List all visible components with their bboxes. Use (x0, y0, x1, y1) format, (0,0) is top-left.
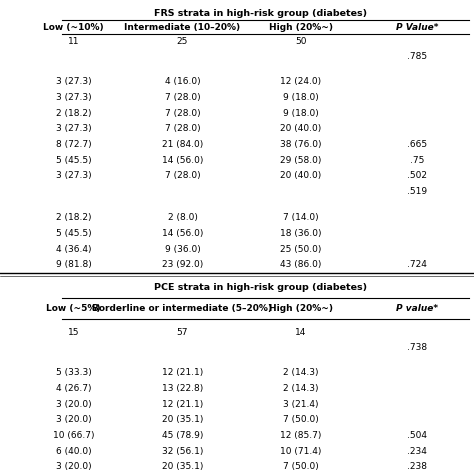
Text: 43 (86.0): 43 (86.0) (280, 260, 322, 269)
Text: 9 (18.0): 9 (18.0) (283, 93, 319, 102)
Text: Intermediate (10–20%): Intermediate (10–20%) (125, 23, 240, 31)
Text: .738: .738 (407, 344, 427, 353)
Text: 12 (21.1): 12 (21.1) (162, 400, 203, 409)
Text: 6 (40.0): 6 (40.0) (55, 447, 91, 456)
Text: 2 (14.3): 2 (14.3) (283, 384, 319, 393)
Text: 2 (14.3): 2 (14.3) (283, 368, 319, 377)
Text: 7 (28.0): 7 (28.0) (164, 93, 201, 102)
Text: 14 (56.0): 14 (56.0) (162, 155, 203, 164)
Text: 15: 15 (68, 328, 79, 337)
Text: 38 (76.0): 38 (76.0) (280, 140, 322, 149)
Text: High (20%~): High (20%~) (269, 304, 333, 313)
Text: 3 (20.0): 3 (20.0) (55, 400, 91, 409)
Text: 20 (40.0): 20 (40.0) (280, 171, 322, 180)
Text: 12 (24.0): 12 (24.0) (281, 77, 321, 86)
Text: 57: 57 (177, 328, 188, 337)
Text: 20 (40.0): 20 (40.0) (280, 124, 322, 133)
Text: PCE strata in high-risk group (diabetes): PCE strata in high-risk group (diabetes) (154, 283, 367, 292)
Text: .785: .785 (407, 53, 427, 61)
Text: 23 (92.0): 23 (92.0) (162, 260, 203, 269)
Text: 25: 25 (177, 37, 188, 46)
Text: .502: .502 (407, 171, 427, 180)
Text: 21 (84.0): 21 (84.0) (162, 140, 203, 149)
Text: 7 (14.0): 7 (14.0) (283, 213, 319, 222)
Text: 45 (78.9): 45 (78.9) (162, 431, 203, 440)
Text: .724: .724 (407, 260, 427, 269)
Text: 5 (33.3): 5 (33.3) (55, 368, 91, 377)
Text: 12 (21.1): 12 (21.1) (162, 368, 203, 377)
Text: P value*: P value* (396, 304, 438, 313)
Text: 7 (28.0): 7 (28.0) (164, 171, 201, 180)
Text: 3 (27.3): 3 (27.3) (55, 77, 91, 86)
Text: 7 (28.0): 7 (28.0) (164, 124, 201, 133)
Text: 29 (58.0): 29 (58.0) (280, 155, 322, 164)
Text: 9 (81.8): 9 (81.8) (55, 260, 91, 269)
Text: 18 (36.0): 18 (36.0) (280, 229, 322, 238)
Text: 9 (18.0): 9 (18.0) (283, 109, 319, 118)
Text: 10 (71.4): 10 (71.4) (280, 447, 322, 456)
Text: P Value*: P Value* (396, 23, 438, 31)
Text: 4 (26.7): 4 (26.7) (56, 384, 91, 393)
Text: 32 (56.1): 32 (56.1) (162, 447, 203, 456)
Text: 20 (35.1): 20 (35.1) (162, 415, 203, 424)
Text: 50: 50 (295, 37, 307, 46)
Text: FRS strata in high-risk group (diabetes): FRS strata in high-risk group (diabetes) (154, 9, 367, 18)
Text: 14 (56.0): 14 (56.0) (162, 229, 203, 238)
Text: .234: .234 (407, 447, 427, 456)
Text: 13 (22.8): 13 (22.8) (162, 384, 203, 393)
Text: 5 (45.5): 5 (45.5) (55, 155, 91, 164)
Text: 20 (35.1): 20 (35.1) (162, 462, 203, 471)
Text: 5 (45.5): 5 (45.5) (55, 229, 91, 238)
Text: .238: .238 (407, 462, 427, 471)
Text: 2 (18.2): 2 (18.2) (56, 109, 91, 118)
Text: 3 (21.4): 3 (21.4) (283, 400, 319, 409)
Text: 3 (27.3): 3 (27.3) (55, 93, 91, 102)
Text: 10 (66.7): 10 (66.7) (53, 431, 94, 440)
Text: 7 (50.0): 7 (50.0) (283, 462, 319, 471)
Text: .75: .75 (410, 155, 424, 164)
Text: 25 (50.0): 25 (50.0) (280, 245, 322, 254)
Text: .665: .665 (407, 140, 427, 149)
Text: 3 (20.0): 3 (20.0) (55, 415, 91, 424)
Text: 9 (36.0): 9 (36.0) (164, 245, 201, 254)
Text: Low (~5%): Low (~5%) (46, 304, 100, 313)
Text: High (20%~): High (20%~) (269, 23, 333, 31)
Text: 3 (20.0): 3 (20.0) (55, 462, 91, 471)
Text: 7 (28.0): 7 (28.0) (164, 109, 201, 118)
Text: 2 (8.0): 2 (8.0) (167, 213, 198, 222)
Text: .504: .504 (407, 431, 427, 440)
Text: 4 (16.0): 4 (16.0) (164, 77, 201, 86)
Text: Low (~10%): Low (~10%) (43, 23, 104, 31)
Text: 7 (50.0): 7 (50.0) (283, 415, 319, 424)
Text: .519: .519 (407, 187, 427, 196)
Text: 4 (36.4): 4 (36.4) (56, 245, 91, 254)
Text: 12 (85.7): 12 (85.7) (280, 431, 322, 440)
Text: 8 (72.7): 8 (72.7) (55, 140, 91, 149)
Text: 3 (27.3): 3 (27.3) (55, 171, 91, 180)
Text: 11: 11 (68, 37, 79, 46)
Text: Borderline or intermediate (5–20%): Borderline or intermediate (5–20%) (92, 304, 273, 313)
Text: 2 (18.2): 2 (18.2) (56, 213, 91, 222)
Text: 14: 14 (295, 328, 307, 337)
Text: 3 (27.3): 3 (27.3) (55, 124, 91, 133)
